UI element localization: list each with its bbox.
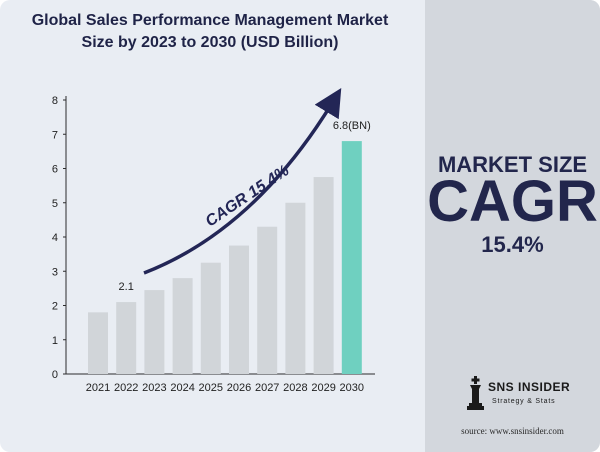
bar-2022 [116,302,137,374]
bar-2028 [285,202,306,374]
chess-king-logo-icon [467,376,484,410]
x-tick-label: 2027 [255,382,279,394]
cagr-arrow [143,88,342,275]
logo-tagline: Strategy & Stats [492,398,556,405]
bar-2027 [257,226,278,374]
bar-2024 [172,278,193,374]
market-size-label: MARKET SIZE [437,152,588,177]
x-tick-label: 2025 [199,382,223,394]
x-tick-label: 2029 [311,382,335,394]
logo-name: SNS INSIDER [488,380,571,394]
y-tick-label: 0 [52,369,58,381]
x-tick-label: 2022 [114,382,138,394]
bar-2023 [144,290,165,374]
title-line-2: Size by 2023 to 2030 (USD Billion) [81,34,339,51]
side-panel [425,0,600,452]
y-tick-label: 7 [52,129,58,141]
x-tick-label: 2026 [227,382,251,394]
chart-title: Global Sales Performance Management Mark… [20,10,400,54]
y-tick-label: 4 [52,232,58,244]
x-tick-label: 2021 [86,382,110,394]
cagr-value: 15.4% [481,232,544,257]
x-tick-label: 2030 [340,382,364,394]
x-tick-label: 2024 [170,382,194,394]
y-tick-label: 5 [52,198,58,210]
x-tick-label: 2023 [142,382,166,394]
bar-chart: 0 1 2 3 4 5 6 7 8 2021 2022 2023 2024 2025 2026 2027 20… [52,88,375,394]
bar-2026 [229,245,249,374]
data-label: 6.8(BN) [333,120,371,132]
title-line-1: Global Sales Performance Management Mark… [31,12,389,29]
bar-2029 [313,177,334,374]
bar-2030 [341,141,362,374]
y-tick-label: 1 [52,335,58,347]
cagr-label: CAGR [427,169,598,234]
bar-2021 [88,312,108,374]
y-tick-label: 8 [52,95,58,107]
bar-2025 [200,262,221,374]
y-tick-label: 2 [52,301,58,313]
data-label: 2.1 [119,281,134,293]
source-text: source: www.snsinsider.com [461,426,564,436]
y-tick-label: 6 [52,164,58,176]
x-tick-label: 2028 [283,382,307,394]
cagr-annotation: CAGR 15.4% [203,162,293,230]
y-tick-label: 3 [52,266,58,278]
